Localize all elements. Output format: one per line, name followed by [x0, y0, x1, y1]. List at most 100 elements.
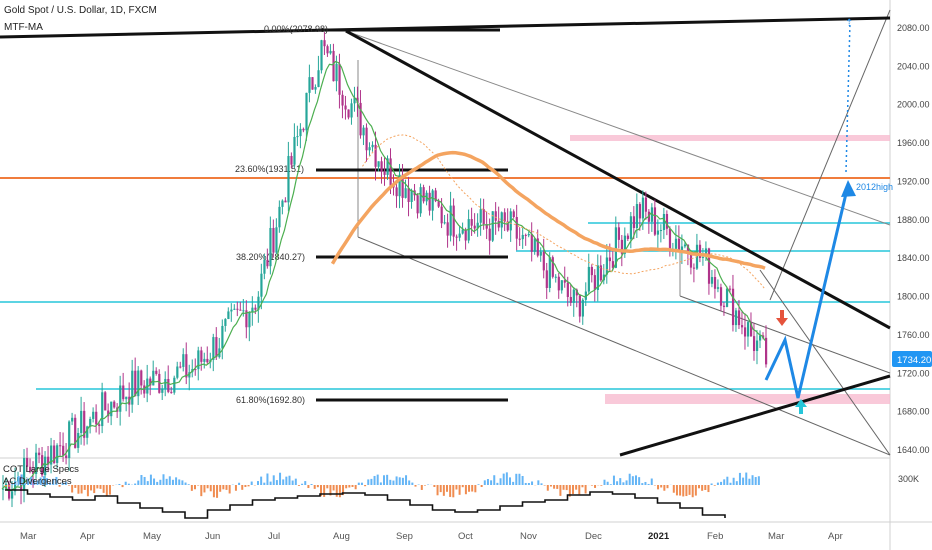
candle-body [332, 51, 334, 81]
cot-histogram-bar [701, 485, 703, 491]
cot-histogram-bar [383, 475, 385, 485]
candle-body [534, 238, 536, 251]
candle-body [690, 254, 692, 268]
candle-body [459, 234, 461, 238]
candle-body [642, 198, 644, 219]
cot-histogram-bar [443, 485, 445, 496]
candle-body [489, 229, 491, 241]
indicator-pane[interactable] [0, 459, 890, 520]
time-axis-label: 2021 [648, 531, 670, 542]
cot-histogram-bar [591, 485, 593, 486]
cot-histogram-bar [685, 485, 687, 496]
candle-body [579, 295, 581, 316]
candle-body [119, 385, 121, 411]
candle-body [293, 137, 295, 165]
candle-body [92, 412, 94, 419]
time-axis-label: Apr [828, 531, 843, 542]
cot-histogram-bar [556, 485, 558, 489]
candle-body [134, 371, 136, 396]
candle-body [278, 207, 280, 227]
cot-histogram-bar [452, 485, 454, 497]
time-axis[interactable]: Mar Apr May Jun Jul Aug Sep Oct Nov Dec 2021 Feb Mar… [20, 531, 843, 542]
cot-histogram-bar [304, 481, 306, 485]
candle-body [203, 359, 205, 362]
candle-body [161, 389, 163, 393]
cot-histogram-bar [440, 485, 442, 492]
cot-histogram-bar [723, 479, 725, 485]
cot-histogram-bar [263, 483, 265, 485]
candle-body [438, 201, 440, 206]
candle-body [371, 145, 373, 147]
candle-body [753, 336, 755, 351]
candle-body [314, 87, 316, 90]
cot-histogram-bar [285, 477, 287, 485]
candle-body [441, 207, 443, 224]
time-axis-label: May [143, 531, 161, 542]
candle-body [131, 371, 133, 405]
target-label: 2012high [856, 182, 893, 192]
cot-histogram-bar [720, 482, 722, 485]
candle-body [323, 40, 325, 46]
cot-histogram-bar [676, 485, 678, 495]
price-tick-label: 1840.00 [897, 253, 930, 263]
cot-histogram-bar [77, 485, 79, 494]
cot-histogram-bar [613, 476, 615, 485]
candle-body [495, 211, 497, 221]
cot-histogram-bar [405, 475, 407, 485]
cot-histogram-bar [449, 485, 451, 497]
candle-body [263, 260, 265, 274]
cot-histogram-bar [503, 474, 505, 485]
price-tick-label: 1680.00 [897, 407, 930, 417]
cot-histogram-bar [707, 485, 709, 492]
cot-histogram-bar [358, 483, 360, 485]
price-tick-label: 1960.00 [897, 138, 930, 148]
candle-body [681, 246, 683, 250]
cot-histogram-bar [629, 474, 631, 485]
candle-body [702, 257, 704, 258]
cot-histogram-bar [289, 476, 291, 485]
candle-body [732, 289, 734, 325]
time-axis-label: Jul [268, 531, 280, 542]
candle-body [654, 207, 656, 234]
cot-histogram-bar [748, 479, 750, 485]
cot-histogram-bar [610, 484, 612, 485]
price-tick-label: 2040.00 [897, 61, 930, 71]
cot-histogram-bar [169, 476, 171, 485]
cot-histogram-bar [667, 485, 669, 488]
candle-body [552, 257, 554, 277]
candle-body [513, 211, 515, 217]
cot-histogram-bar [679, 485, 681, 496]
candle-body [104, 392, 106, 410]
cot-histogram-bar [175, 477, 177, 485]
cot-histogram-bar [314, 485, 316, 489]
cot-histogram-bar [219, 485, 221, 492]
resistance-zone [570, 135, 890, 141]
time-axis-label: Dec [585, 531, 602, 542]
time-axis-label: Oct [458, 531, 473, 542]
candle-body [453, 206, 455, 237]
cot-histogram-bar [717, 483, 719, 485]
candle-body [417, 195, 419, 213]
candle-body [95, 412, 97, 425]
cot-histogram-bar [553, 485, 555, 489]
price-tick-label: 2080.00 [897, 23, 930, 33]
candle-body [212, 337, 214, 360]
cot-histogram-bar [411, 483, 413, 485]
candle-body [176, 367, 178, 378]
cot-histogram-bar [547, 485, 549, 491]
cot-histogram-bar [200, 485, 202, 496]
fib-label-236: 23.60%(1931.51) [235, 164, 304, 174]
cot-histogram-bar [279, 473, 281, 485]
candle-body [275, 227, 277, 252]
cot-histogram-bar [704, 485, 706, 490]
price-axis[interactable]: 2080.00 2040.00 2000.00 1960.00 1920.00 1880.… [897, 23, 930, 455]
cot-histogram-bar [159, 480, 161, 485]
cot-histogram-bar [134, 484, 136, 485]
candle-body [383, 172, 385, 175]
candle-body [558, 277, 560, 291]
cot-histogram-bar [377, 475, 379, 485]
candle-body [377, 161, 379, 167]
cot-histogram-bar [251, 482, 253, 485]
candle-body [374, 145, 376, 167]
